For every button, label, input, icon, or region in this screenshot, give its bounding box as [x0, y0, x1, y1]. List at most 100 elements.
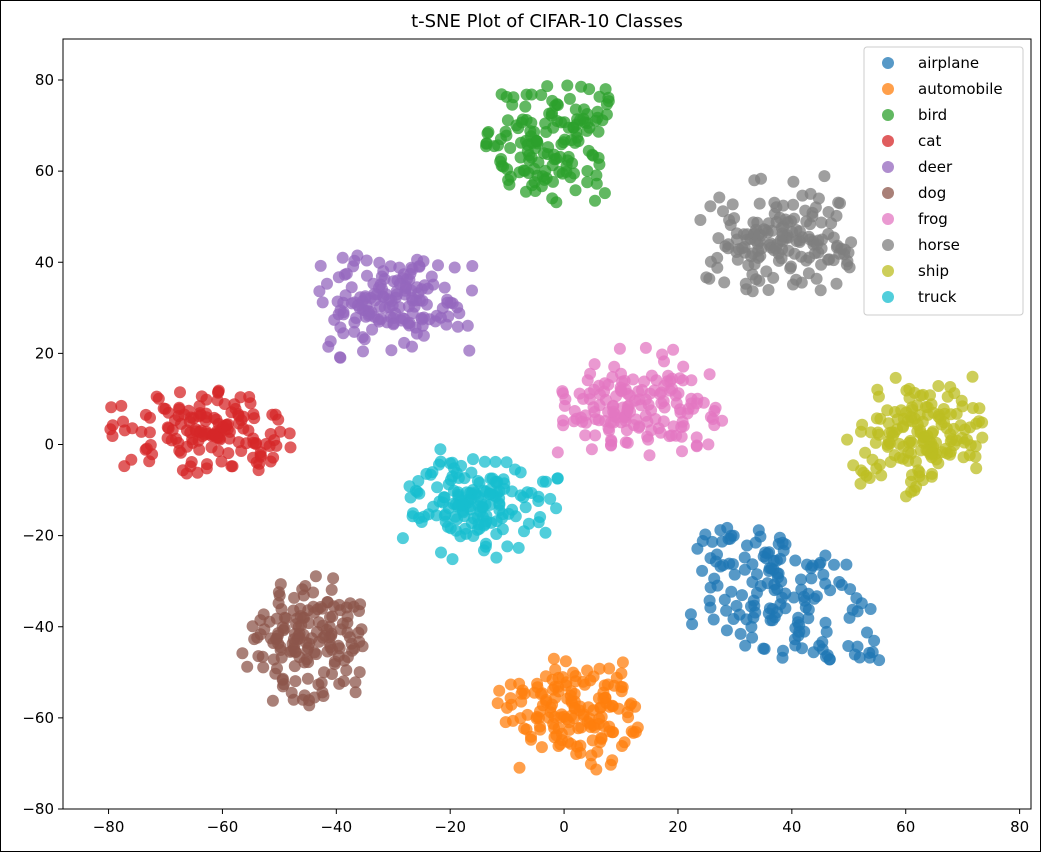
point-automobile [505, 698, 518, 711]
point-airplane [728, 568, 741, 581]
point-horse [822, 206, 835, 218]
point-horse [748, 174, 761, 187]
point-truck [467, 512, 480, 525]
point-ship [966, 402, 979, 414]
point-frog [618, 374, 631, 387]
point-bird [515, 136, 527, 149]
point-cat [195, 390, 208, 403]
point-ship [913, 409, 926, 422]
point-automobile [603, 662, 616, 675]
point-bird [598, 187, 611, 200]
point-airplane [758, 642, 771, 655]
point-airplane [777, 644, 789, 657]
point-deer [427, 278, 440, 291]
point-dog [327, 572, 340, 585]
point-airplane [868, 634, 881, 647]
point-airplane [824, 584, 837, 597]
legend-label-airplane: airplane [918, 54, 979, 72]
legend-label-automobile: automobile [918, 80, 1003, 98]
point-frog [677, 360, 690, 373]
point-frog [570, 412, 583, 425]
point-automobile [548, 711, 561, 723]
point-cat [215, 455, 228, 468]
point-dog [289, 675, 302, 688]
point-airplane [720, 624, 733, 637]
point-horse [700, 271, 713, 284]
point-airplane [776, 591, 789, 604]
point-airplane [863, 646, 876, 659]
point-horse [726, 198, 739, 211]
point-truck [478, 544, 490, 557]
point-ship [932, 380, 945, 392]
point-bird [539, 164, 552, 177]
point-ship [954, 419, 967, 432]
point-dog [333, 677, 346, 690]
x-tick-label: −60 [207, 818, 239, 836]
point-horse [713, 191, 726, 204]
point-truck [550, 502, 563, 515]
point-dog [333, 598, 346, 611]
point-truck [483, 487, 496, 500]
point-dog [303, 694, 315, 707]
point-deer [466, 284, 478, 297]
point-bird [480, 137, 493, 150]
point-cat [267, 451, 280, 464]
legend-marker-truck [882, 291, 894, 303]
point-deer [351, 249, 364, 262]
point-airplane [801, 558, 813, 571]
point-dog [309, 570, 322, 583]
point-horse [775, 252, 788, 265]
point-truck [465, 466, 478, 479]
point-ship [871, 383, 884, 396]
point-automobile [547, 652, 560, 665]
point-deer [385, 344, 398, 357]
point-truck [438, 509, 451, 522]
point-horse [742, 259, 755, 272]
point-deer [429, 315, 442, 328]
point-cat [152, 392, 165, 405]
point-frog [657, 415, 670, 428]
point-truck [444, 474, 457, 486]
point-automobile [525, 730, 537, 743]
series-airplane [684, 521, 886, 667]
point-deer [336, 251, 349, 264]
point-airplane [738, 563, 751, 576]
point-automobile [491, 697, 504, 710]
point-airplane [813, 558, 826, 571]
point-cat [187, 412, 200, 425]
point-bird [586, 148, 599, 161]
point-bird [562, 150, 575, 163]
series-cat [104, 384, 297, 480]
legend-marker-automobile [882, 83, 894, 95]
point-airplane [850, 592, 863, 605]
point-cat [140, 442, 153, 455]
point-ship [881, 440, 894, 453]
point-truck [472, 490, 485, 503]
point-bird [528, 125, 541, 138]
point-frog [579, 429, 592, 442]
point-airplane [745, 600, 757, 613]
point-truck [435, 546, 447, 559]
x-tick-label: −40 [320, 818, 352, 836]
point-horse [730, 227, 743, 240]
point-ship [870, 412, 883, 425]
point-airplane [771, 606, 784, 619]
points-layer [104, 79, 989, 776]
point-airplane [828, 558, 840, 571]
point-frog [669, 389, 682, 402]
point-airplane [751, 586, 763, 599]
point-deer [387, 318, 400, 331]
point-dog [307, 586, 320, 599]
point-frog [607, 405, 620, 418]
legend-marker-deer [882, 161, 894, 173]
point-bird [540, 126, 553, 138]
point-cat [198, 428, 211, 441]
point-bird [501, 114, 514, 127]
point-bird [560, 165, 573, 178]
point-frog [557, 414, 569, 427]
point-airplane [840, 558, 853, 571]
point-automobile [513, 761, 526, 774]
y-tick-label: −20 [22, 527, 54, 545]
point-ship [956, 400, 969, 413]
point-truck [544, 492, 557, 505]
